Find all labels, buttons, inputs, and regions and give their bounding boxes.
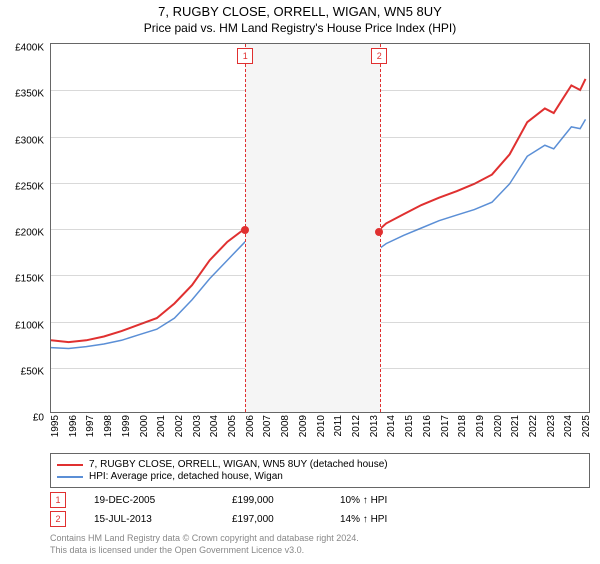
- x-tick-label: 2016: [422, 415, 433, 437]
- sale-marker-dot: [375, 228, 383, 236]
- x-tick-label: 2004: [209, 415, 220, 437]
- sales-row: 2 15-JUL-2013 £197,000 14% ↑ HPI: [50, 511, 590, 527]
- sales-table: 1 19-DEC-2005 £199,000 10% ↑ HPI 2 15-JU…: [50, 492, 590, 527]
- sale-badge: 1: [50, 492, 66, 508]
- sale-price: £199,000: [232, 495, 312, 506]
- x-tick-label: 2003: [192, 415, 203, 437]
- x-tick-label: 2010: [316, 415, 327, 437]
- x-tick-label: 2007: [262, 415, 273, 437]
- x-tick-label: 2011: [333, 415, 344, 437]
- sale-pct: 14% ↑ HPI: [340, 514, 430, 525]
- y-tick-label: £150K: [15, 274, 44, 285]
- sales-row: 1 19-DEC-2005 £199,000 10% ↑ HPI: [50, 492, 590, 508]
- sale-period-band: [245, 44, 381, 412]
- x-tick-label: 2013: [369, 415, 380, 437]
- x-tick-label: 2018: [457, 415, 468, 437]
- x-tick-label: 2020: [493, 415, 504, 437]
- y-tick-label: £50K: [21, 366, 44, 377]
- sale-date: 15-JUL-2013: [94, 514, 204, 525]
- legend-swatch: [57, 464, 83, 466]
- x-tick-label: 2022: [528, 415, 539, 437]
- plot-area: 12: [50, 43, 590, 413]
- x-tick-label: 1998: [103, 415, 114, 437]
- x-tick-label: 2019: [475, 415, 486, 437]
- y-axis: £0£50K£100K£150K£200K£250K£300K£350K£400…: [0, 48, 48, 418]
- x-tick-label: 2021: [510, 415, 521, 437]
- x-tick-label: 2024: [563, 415, 574, 437]
- x-tick-label: 1995: [50, 415, 61, 437]
- x-tick-label: 2006: [245, 415, 256, 437]
- sale-marker-badge: 2: [371, 48, 387, 64]
- y-tick-label: £100K: [15, 320, 44, 331]
- sale-marker-badge: 1: [237, 48, 253, 64]
- x-tick-label: 2008: [280, 415, 291, 437]
- legend-label: 7, RUGBY CLOSE, ORRELL, WIGAN, WN5 8UY (…: [89, 459, 388, 470]
- legend-label: HPI: Average price, detached house, Wiga…: [89, 471, 283, 482]
- sale-pct: 10% ↑ HPI: [340, 495, 430, 506]
- x-tick-label: 2014: [386, 415, 397, 437]
- x-tick-label: 2005: [227, 415, 238, 437]
- footnote-line: This data is licensed under the Open Gov…: [50, 545, 304, 555]
- x-tick-label: 1999: [121, 415, 132, 437]
- legend-swatch: [57, 476, 83, 478]
- x-tick-label: 2017: [440, 415, 451, 437]
- x-axis: 1995 1996 1997 1998 1999 2000 2001 2002 2003 2004…: [50, 413, 590, 449]
- y-tick-label: £0: [33, 413, 44, 424]
- sale-badge: 2: [50, 511, 66, 527]
- chart-subtitle: Price paid vs. HM Land Registry's House …: [0, 21, 600, 35]
- chart-container: 7, RUGBY CLOSE, ORRELL, WIGAN, WN5 8UY P…: [0, 4, 600, 564]
- x-tick-label: 2000: [139, 415, 150, 437]
- y-tick-label: £400K: [15, 43, 44, 54]
- x-tick-label: 2002: [174, 415, 185, 437]
- x-tick-label: 2015: [404, 415, 415, 437]
- x-tick-label: 1997: [85, 415, 96, 437]
- x-tick-label: 1996: [68, 415, 79, 437]
- sale-date: 19-DEC-2005: [94, 495, 204, 506]
- legend: 7, RUGBY CLOSE, ORRELL, WIGAN, WN5 8UY (…: [50, 453, 590, 488]
- x-tick-label: 2023: [546, 415, 557, 437]
- x-tick-label: 2012: [351, 415, 362, 437]
- legend-item: HPI: Average price, detached house, Wiga…: [57, 471, 583, 482]
- footnote-line: Contains HM Land Registry data © Crown c…: [50, 533, 359, 543]
- x-tick-label: 2025: [581, 415, 592, 437]
- y-tick-label: £250K: [15, 181, 44, 192]
- chart-title: 7, RUGBY CLOSE, ORRELL, WIGAN, WN5 8UY: [0, 4, 600, 19]
- y-tick-label: £200K: [15, 228, 44, 239]
- footnote: Contains HM Land Registry data © Crown c…: [50, 533, 590, 556]
- y-tick-label: £300K: [15, 135, 44, 146]
- x-tick-label: 2009: [298, 415, 309, 437]
- y-tick-label: £350K: [15, 89, 44, 100]
- sale-price: £197,000: [232, 514, 312, 525]
- sale-marker-dot: [241, 226, 249, 234]
- legend-item: 7, RUGBY CLOSE, ORRELL, WIGAN, WN5 8UY (…: [57, 459, 583, 470]
- x-tick-label: 2001: [156, 415, 167, 437]
